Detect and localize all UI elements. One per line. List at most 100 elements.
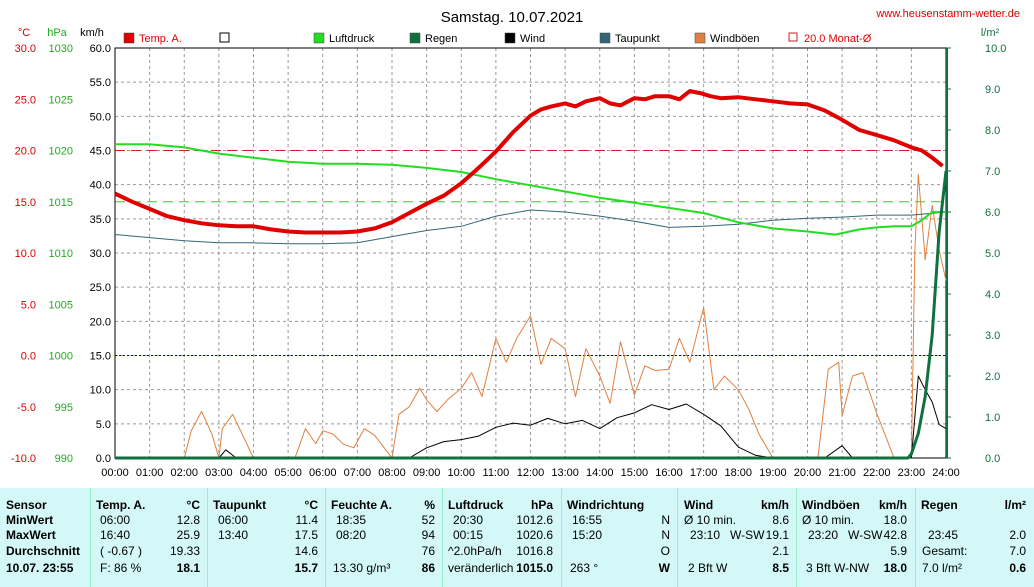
legend-label-taupunkt: Taupunkt [615,33,660,45]
table-cell: 76 [421,544,435,558]
speed-tick-label: 45.0 [90,146,111,158]
time-marker-label: 22:13 [888,479,913,480]
pressure-tick-label: 1000 [49,351,73,363]
pressure-tick-label: 1005 [49,299,73,311]
table-cell: 1012.6 [516,513,553,527]
x-tick-label: 08:00 [378,467,406,479]
x-tick-label: 09:00 [413,467,441,479]
rain-tick-label: 3.0 [985,330,1000,342]
legend-swatch-windboen [694,32,706,44]
pressure-tick-label: 1025 [49,94,73,106]
x-tick-label: 23:00 [898,467,926,479]
table-cell: 15.7 [294,561,318,575]
rain-tick-label: 6.0 [985,207,1000,219]
x-tick-label: 16:00 [655,467,683,479]
legend-label-temp: Temp. A. [139,33,182,45]
table-cell: Feuchte A. [331,498,392,512]
speed-tick-label: 10.0 [90,385,111,397]
table-cell: Sensor [6,498,47,512]
rain-tick-label: 1.0 [985,412,1000,424]
rain-tick-label: 0.0 [985,453,1000,465]
table-cell: 18.0 [883,561,907,575]
pressure-tick-label: 1030 [49,43,73,55]
table-cell: 17.5 [294,528,318,542]
table-cell: 7.0 [1009,544,1026,558]
table-separator [442,488,443,587]
table-cell: 18:35 [336,513,367,527]
x-tick-label: 19:00 [759,467,787,479]
series-taupunkt [114,209,947,245]
temp-tick-label: 20.0 [15,146,36,158]
table-cell: 12.8 [176,513,200,527]
table-cell: MinWert [6,513,54,527]
rain-unit-label: l/m² [981,27,1000,39]
table-separator [207,488,208,587]
x-tick-label: 01:00 [136,467,164,479]
x-tick-label: 17:00 [690,467,718,479]
table-cell: % [424,498,435,512]
table-cell: Taupunkt [213,498,267,512]
table-cell: MaxWert [6,528,56,542]
table-separator [677,488,678,587]
table-cell: 06:00 [100,513,131,527]
x-tick-label: 05:00 [274,467,302,479]
table-cell: F: 86 % [100,561,142,575]
table-separator [90,488,91,587]
legend-label-luftdruck: Luftdruck [329,33,375,45]
table-cell: 2 Bft W [688,561,728,575]
table-cell: 19.1 [765,528,789,542]
legend-swatch-empty [219,32,230,43]
table-separator [796,488,797,587]
temp-tick-label: 15.0 [15,197,36,209]
table-cell: Ø 10 min. [802,513,855,527]
x-tick-label: 02:00 [170,467,198,479]
legend-label-wind: Wind [520,33,545,45]
rain-tick-label: 10.0 [985,43,1006,55]
rain-tick-label: 9.0 [985,84,1000,96]
table-separator [325,488,326,587]
table-cell: 2.1 [772,544,789,558]
x-tick-label: 20:00 [794,467,822,479]
website-link[interactable]: www.heusenstamm-wetter.de [875,8,1020,20]
table-cell: 8.6 [772,513,789,527]
x-tick-label: 18:00 [724,467,752,479]
x-tick-label: 13:00 [551,467,579,479]
table-cell: 94 [421,528,435,542]
table-cell: Wind [684,498,714,512]
temp-tick-label: -5.0 [17,402,36,414]
plot-area: 00:00 01:00 02:00 03:00 04:00 05:00 06:00 07:00… [8,43,1006,480]
table-separator [561,488,562,587]
chart-title: Samstag. 10.07.2021 [441,9,584,26]
table-cell: W [658,561,670,575]
table-cell: 0.6 [1009,561,1026,575]
speed-tick-label: 50.0 [90,111,111,123]
table-cell: 23:10 [690,528,721,542]
table-cell: W-SW [730,528,765,542]
speed-tick-label: 5.0 [96,419,111,431]
table-cell: 1015.0 [516,561,553,575]
temp-tick-label: -10.0 [11,453,36,465]
pressure-tick-label: 1020 [49,146,73,158]
table-cell: 1016.8 [516,544,553,558]
table-cell: 00:15 [453,528,484,542]
temp-tick-label: 0.0 [21,351,36,363]
table-cell: N [661,528,670,542]
series-windben [115,173,947,459]
table-cell: km/h [760,498,789,512]
table-separator [915,488,916,587]
weather-chart: Samstag. 10.07.2021 www.heusenstamm-wett… [8,8,1020,480]
x-tick-label: 00:00 [101,467,129,479]
legend-label-windboen: Windböen [710,33,760,45]
table-cell: 25.9 [176,528,200,542]
temp-tick-label: 10.0 [15,248,36,260]
legend-swatch-regen [409,32,421,44]
temp-tick-label: 5.0 [21,299,36,311]
x-tick-label: 15:00 [621,467,649,479]
x-tick-label: 14:00 [586,467,614,479]
speed-unit-label: km/h [80,27,104,39]
legend-swatch-monat [788,32,798,42]
table-cell: km/h [878,498,907,512]
table-cell: Durchschnitt [6,544,81,558]
series-luftdruck [115,143,946,236]
table-cell: 06:00 [218,513,249,527]
